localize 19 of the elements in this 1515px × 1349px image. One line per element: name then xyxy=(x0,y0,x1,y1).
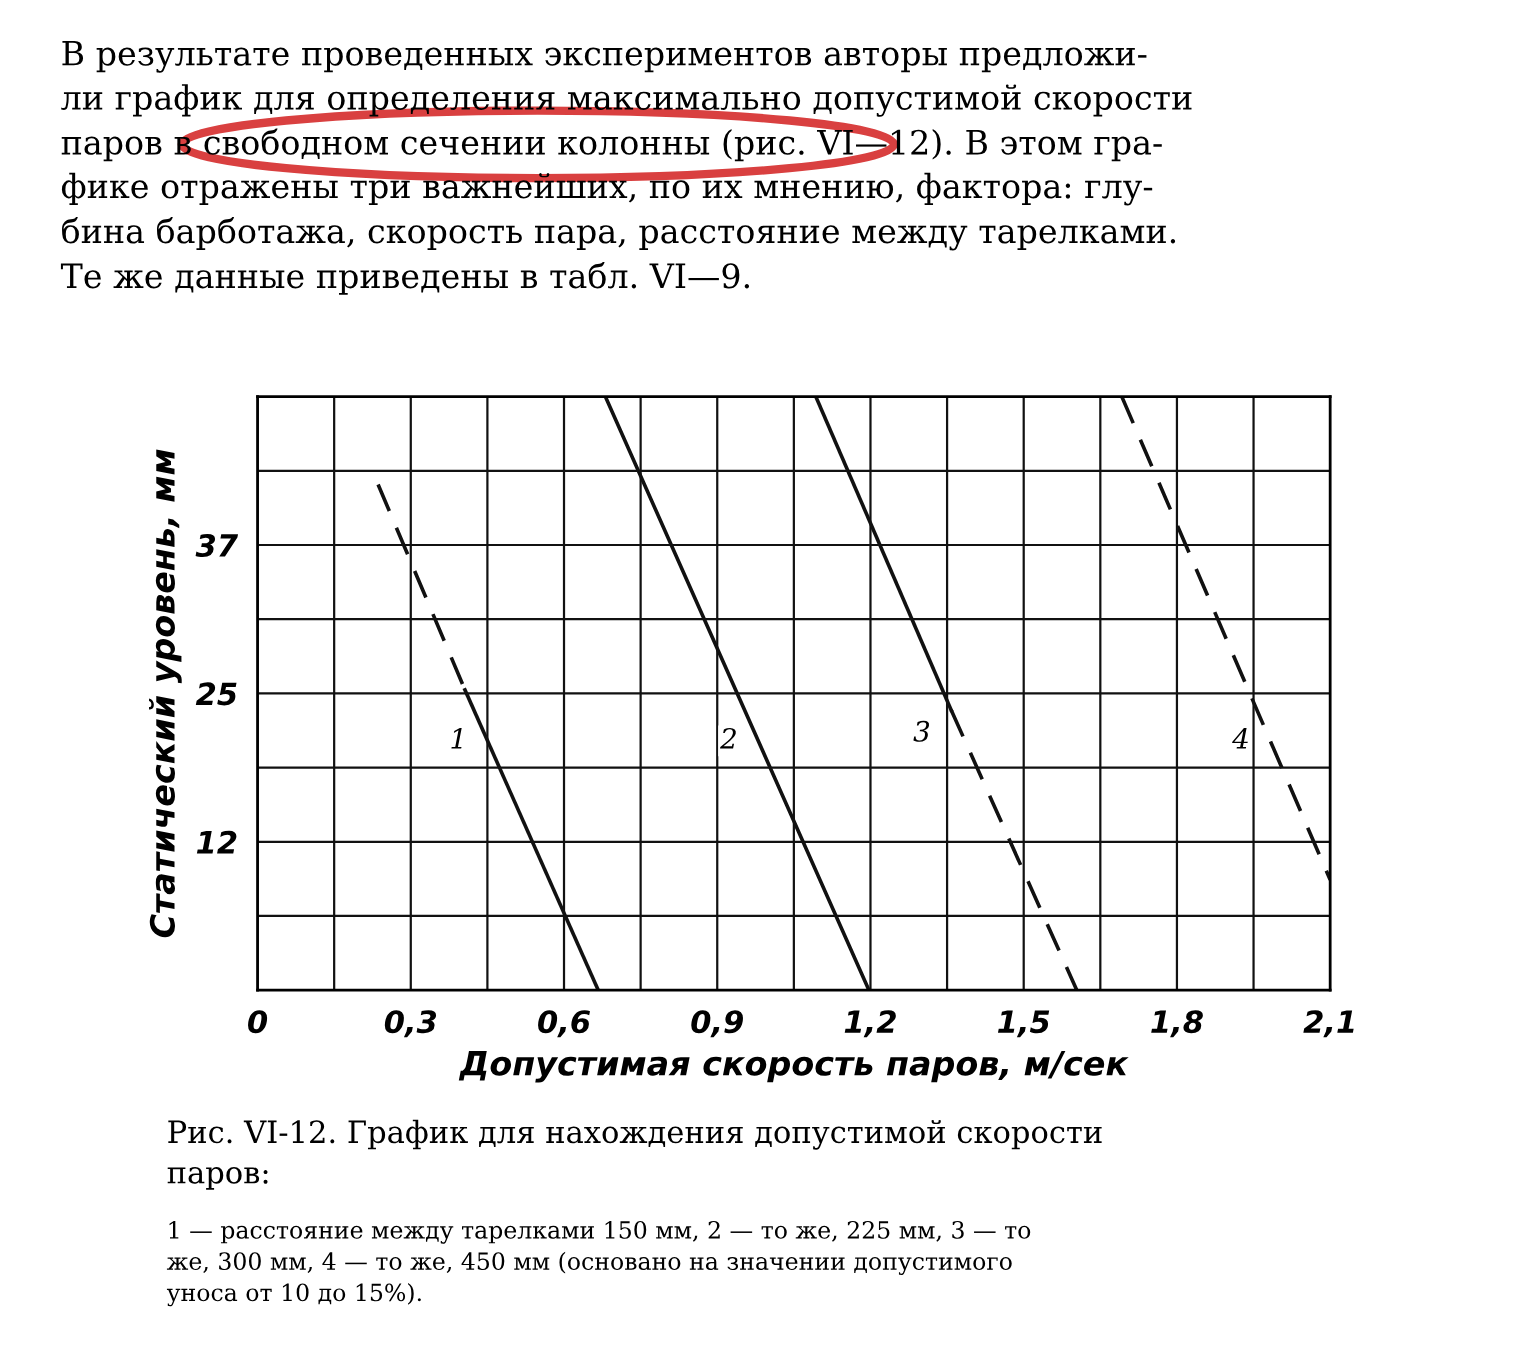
x-tick-label: 0,9 xyxy=(691,1010,743,1038)
text: Рис. VI-12. График для нахождения допустимой скорости паров: xyxy=(167,1119,1102,1190)
y-tick-label: 37 xyxy=(195,533,239,558)
series-label: 1 xyxy=(451,727,462,749)
x-tick-label: 1,2 xyxy=(844,1010,896,1038)
x-tick-label: 0,3 xyxy=(384,1010,437,1038)
text: 1 — расстояние между тарелками 150 мм, 2 — то же, 225 мм, 3 — то же, 300 мм, 4 — то же, 450 мм (основано на значении допустимого уноса от 10 до 15%). xyxy=(166,1220,1031,1307)
x-tick-label: 1,5 xyxy=(997,1010,1050,1038)
x-tick-label: 1,8 xyxy=(1151,1010,1203,1038)
y-axis-title: Статический уровень, мм xyxy=(149,449,182,938)
x-tick-label: 0,6 xyxy=(538,1010,590,1038)
x-axis-title: Допустимая скорость паров, м/сек xyxy=(458,1051,1129,1083)
x-tick-label: 0 xyxy=(248,1010,268,1034)
series-label: 3 xyxy=(913,720,930,742)
series-label: 4 xyxy=(1232,727,1248,749)
x-tick-label: 2,1 xyxy=(1303,1010,1354,1038)
series-label: 2 xyxy=(720,727,736,749)
y-tick-label: 25 xyxy=(195,682,237,706)
y-tick-label: 12 xyxy=(196,830,237,854)
